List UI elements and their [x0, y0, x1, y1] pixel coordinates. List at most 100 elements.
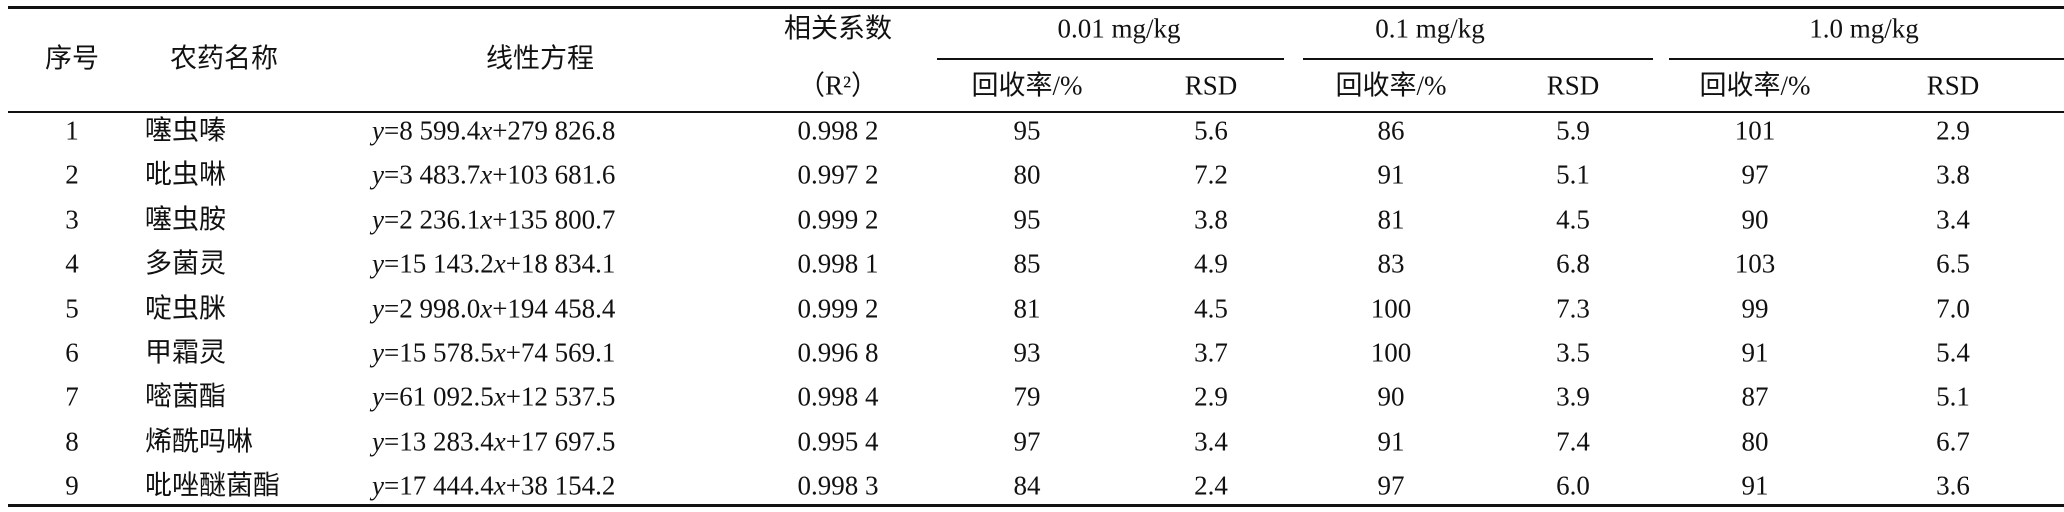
- table-cell: 95: [1013, 115, 1041, 146]
- table-cell: 87: [1741, 381, 1769, 412]
- group-header: 0.1 mg/kg: [1375, 13, 1485, 44]
- column-header: RSD: [1546, 70, 1600, 101]
- table-cell: 2.9: [1194, 381, 1228, 412]
- table-cell: 0.998 3: [797, 470, 879, 501]
- table-cell: 3.7: [1194, 337, 1228, 368]
- equation: y=2 998.0x+194 458.4: [372, 293, 616, 324]
- table-cell: 5.1: [1556, 159, 1590, 190]
- pesticide-name: 嘧菌酯: [145, 381, 226, 412]
- table-cell: 7: [65, 381, 79, 412]
- table-cell: 4.5: [1556, 204, 1590, 235]
- table-cell: 97: [1741, 159, 1769, 190]
- table-cell: 100: [1370, 337, 1412, 368]
- table-cell: 8: [65, 426, 79, 457]
- table-cell: 0.995 4: [797, 426, 879, 457]
- table-cell: 86: [1377, 115, 1405, 146]
- table-cell: 103: [1734, 248, 1776, 279]
- equation: y=61 092.5x+12 537.5: [372, 381, 616, 412]
- table-cell: 4.9: [1194, 248, 1228, 279]
- table-cell: 6.8: [1556, 248, 1590, 279]
- table-cell: 5.4: [1936, 337, 1970, 368]
- table-cell: 2.9: [1936, 115, 1970, 146]
- table-cell: 93: [1013, 337, 1041, 368]
- table-cell: 6.0: [1556, 470, 1590, 501]
- table-cell: 0.999 2: [797, 293, 879, 324]
- table-cell: 2.4: [1194, 470, 1228, 501]
- group-rule: [1669, 58, 2064, 60]
- table-cell: 4.5: [1194, 293, 1228, 324]
- table-cell: 3.8: [1194, 204, 1228, 235]
- table-cell: 91: [1741, 337, 1769, 368]
- table-cell: 79: [1013, 381, 1041, 412]
- table-cell: 5.9: [1556, 115, 1590, 146]
- table-cell: 85: [1013, 248, 1041, 279]
- group-rule: [937, 58, 1284, 60]
- pesticide-name: 吡虫啉: [145, 159, 226, 190]
- equation: y=8 599.4x+279 826.8: [372, 115, 616, 146]
- table-cell: 7.0: [1936, 293, 1970, 324]
- table-cell: 3.6: [1936, 470, 1970, 501]
- equation: y=15 143.2x+18 834.1: [372, 248, 616, 279]
- table-cell: 5.6: [1194, 115, 1228, 146]
- table-cell: 81: [1377, 204, 1405, 235]
- table-cell: 3.5: [1556, 337, 1590, 368]
- pesticide-name: 噻虫嗪: [145, 115, 226, 146]
- header-cell: （R²）: [797, 70, 879, 101]
- table-cell: 0.998 4: [797, 381, 879, 412]
- pesticide-name: 甲霜灵: [145, 337, 226, 368]
- table-cell: 101: [1734, 115, 1776, 146]
- header-cell: 相关系数: [784, 13, 892, 44]
- table-cell: 3: [65, 204, 79, 235]
- column-header: RSD: [1184, 70, 1238, 101]
- column-header: RSD: [1926, 70, 1980, 101]
- column-header: 回收率/%: [971, 70, 1083, 101]
- pesticide-name: 多菌灵: [145, 248, 226, 279]
- pesticide-name: 吡唑醚菌酯: [145, 470, 280, 501]
- table-cell: 90: [1377, 381, 1405, 412]
- table-cell: 91: [1741, 470, 1769, 501]
- table-cell: 7.4: [1556, 426, 1590, 457]
- equation: y=13 283.4x+17 697.5: [372, 426, 616, 457]
- table-cell: 4: [65, 248, 79, 279]
- table-cell: 84: [1013, 470, 1041, 501]
- table-cell: 1: [65, 115, 79, 146]
- table-cell: 3.4: [1194, 426, 1228, 457]
- table-cell: 6: [65, 337, 79, 368]
- header-cell: 农药名称: [170, 43, 278, 74]
- table-cell: 5: [65, 293, 79, 324]
- equation: y=15 578.5x+74 569.1: [372, 337, 616, 368]
- table-cell: 91: [1377, 426, 1405, 457]
- table-cell: 6.5: [1936, 248, 1970, 279]
- table-cell: 97: [1013, 426, 1041, 457]
- table-cell: 2: [65, 159, 79, 190]
- table-cell: 3.8: [1936, 159, 1970, 190]
- column-header: 回收率/%: [1699, 70, 1811, 101]
- group-header: 0.01 mg/kg: [1057, 13, 1181, 44]
- table-cell: 6.7: [1936, 426, 1970, 457]
- table-cell: 7.3: [1556, 293, 1590, 324]
- table-cell: 0.998 1: [797, 248, 879, 279]
- table-cell: 0.999 2: [797, 204, 879, 235]
- table-cell: 83: [1377, 248, 1405, 279]
- pesticide-name: 噻虫胺: [145, 204, 226, 235]
- table-cell: 0.997 2: [797, 159, 879, 190]
- group-rule: [1303, 58, 1653, 60]
- header-rule: [8, 111, 2064, 113]
- table-cell: 3.4: [1936, 204, 1970, 235]
- header-cell: 线性方程: [486, 43, 594, 74]
- top-rule: [8, 6, 2064, 9]
- table-cell: 0.998 2: [797, 115, 879, 146]
- pesticide-name: 啶虫脒: [145, 293, 226, 324]
- table-cell: 97: [1377, 470, 1405, 501]
- table-cell: 80: [1013, 159, 1041, 190]
- bottom-rule: [8, 504, 2064, 507]
- equation: y=2 236.1x+135 800.7: [372, 204, 616, 235]
- column-header: 回收率/%: [1335, 70, 1447, 101]
- table-cell: 9: [65, 470, 79, 501]
- header-cell: 序号: [45, 43, 99, 74]
- pesticide-name: 烯酰吗啉: [145, 426, 253, 457]
- table-cell: 99: [1741, 293, 1769, 324]
- equation: y=3 483.7x+103 681.6: [372, 159, 616, 190]
- table-cell: 7.2: [1194, 159, 1228, 190]
